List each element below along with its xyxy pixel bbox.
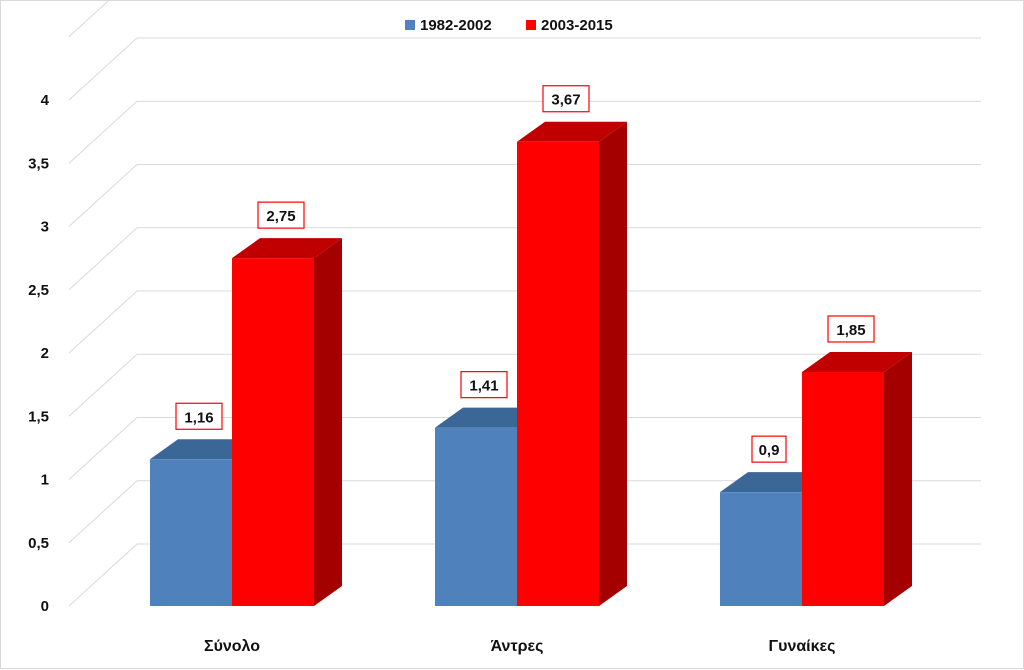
bar [802, 371, 884, 606]
bar [517, 141, 599, 606]
data-label: 1,85 [836, 322, 865, 339]
gridline-diagonal [68, 290, 138, 354]
data-label-box [175, 402, 223, 430]
bar [720, 492, 802, 606]
data-label: 1,41 [469, 378, 498, 395]
bar [150, 459, 232, 606]
gridline-diagonal [68, 37, 138, 101]
data-label-box [751, 435, 787, 463]
data-label-box [257, 201, 305, 229]
gridline-diagonal [68, 480, 138, 544]
y-tick-label: 2 [41, 345, 49, 362]
y-tick-label: 3,5 [28, 155, 49, 172]
data-label-box [460, 371, 508, 399]
y-tick-label: 0,5 [28, 535, 49, 552]
x-tick-label: Σύνολο [204, 638, 260, 655]
gridline-diagonal [68, 417, 138, 480]
gridline-diagonal [68, 543, 138, 607]
bar-side [314, 238, 342, 606]
y-tick-label: 0 [41, 598, 49, 615]
bar-top [232, 238, 342, 259]
y-tick-label: 3 [41, 219, 49, 236]
x-tick-label: Άντρες [491, 638, 544, 655]
data-label: 1,16 [184, 409, 213, 426]
legend-swatch [526, 20, 536, 30]
y-tick-label: 1,5 [28, 408, 49, 425]
bar-top [802, 351, 912, 372]
gridline-diagonal [68, 164, 138, 227]
legend-swatch [405, 20, 415, 30]
data-label: 3,67 [551, 92, 580, 109]
data-label: 2,75 [266, 208, 295, 225]
y-tick-label: 2,5 [28, 282, 49, 299]
bar [435, 427, 517, 606]
legend-label: 2003-2015 [541, 17, 613, 34]
bar-side [599, 121, 627, 607]
gridline-diagonal [68, 227, 138, 291]
bar [232, 258, 314, 606]
gridline-diagonal [68, 100, 138, 164]
bar-top [517, 121, 627, 142]
legend-label: 1982-2002 [420, 17, 492, 34]
data-label-box [542, 85, 590, 113]
y-tick-label: 4 [41, 92, 50, 109]
gridline-diagonal [68, 1, 109, 38]
data-label-box [827, 315, 875, 343]
bar-side [884, 351, 912, 606]
x-tick-label: Γυναίκες [769, 638, 836, 655]
y-tick-label: 1 [41, 472, 49, 489]
gridline-diagonal [68, 353, 138, 417]
data-label: 0,9 [759, 442, 780, 459]
